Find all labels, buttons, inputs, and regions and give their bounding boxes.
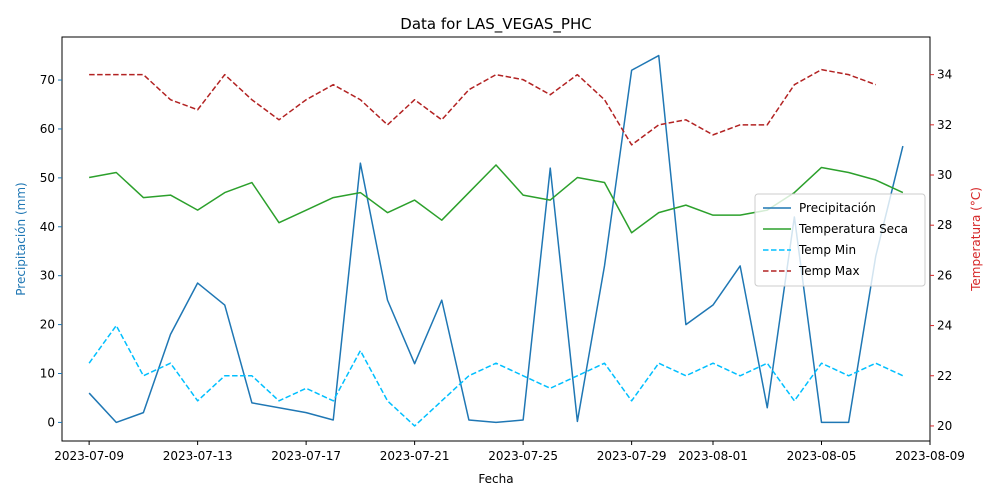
- right-tick-label: 26: [937, 268, 952, 282]
- x-tick-label: 2023-07-13: [163, 449, 233, 463]
- left-axis: 0 10 20 30 40 50 60 70: [40, 73, 62, 429]
- right-tick-label: 22: [937, 369, 952, 383]
- legend-label: Temp Min: [798, 243, 856, 257]
- x-tick-label: 2023-07-25: [488, 449, 558, 463]
- legend-box: [754, 193, 926, 287]
- plot-frame: [61, 36, 931, 442]
- legend-label: Precipitación: [799, 201, 876, 215]
- right-tick-label: 24: [937, 319, 952, 333]
- right-tick-label: 34: [937, 68, 952, 82]
- x-tick-label: 2023-07-29: [597, 449, 667, 463]
- x-tick-label: 2023-07-21: [380, 449, 450, 463]
- left-tick-label: 60: [40, 122, 55, 136]
- left-tick-label: 50: [40, 171, 55, 185]
- legend-label: Temp Max: [798, 264, 860, 278]
- x-axis-title: Fecha: [478, 472, 513, 486]
- right-axis: 20 22 24 26 28 30 32 34: [930, 68, 952, 433]
- left-tick-label: 30: [40, 269, 55, 283]
- left-axis-title: Precipitación (mm): [14, 182, 28, 295]
- x-tick-label: 2023-07-09: [54, 449, 124, 463]
- series-layer: [88, 54, 904, 427]
- chart-title: Data for LAS_VEGAS_PHC: [400, 15, 591, 34]
- x-tick-label: 2023-08-05: [787, 449, 857, 463]
- x-tick-label: 2023-08-01: [678, 449, 748, 463]
- x-tick-label: 2023-08-09: [895, 449, 965, 463]
- right-tick-label: 20: [937, 419, 952, 433]
- left-tick-label: 40: [40, 220, 55, 234]
- series-line-precipitaci-n: [88, 54, 904, 424]
- series-line-temp-min: [88, 324, 904, 427]
- x-tick-label: 2023-07-17: [271, 449, 341, 463]
- x-axis: 2023-07-09 2023-07-13 2023-07-17 2023-07-21…: [54, 441, 965, 463]
- left-tick-label: 10: [40, 367, 55, 381]
- legend-label: Temperatura Seca: [798, 222, 908, 236]
- left-tick-label: 70: [40, 73, 55, 87]
- left-tick-label: 0: [47, 415, 55, 429]
- right-axis-title: Temperatura (°C): [969, 187, 983, 292]
- right-tick-label: 28: [937, 218, 952, 232]
- right-tick-label: 32: [937, 118, 952, 132]
- left-tick-label: 20: [40, 318, 55, 332]
- right-tick-label: 30: [937, 168, 952, 182]
- legend: Precipitación Temperatura Seca Temp Min Tem…: [754, 193, 926, 287]
- series-line-temp-max: [89, 68, 877, 146]
